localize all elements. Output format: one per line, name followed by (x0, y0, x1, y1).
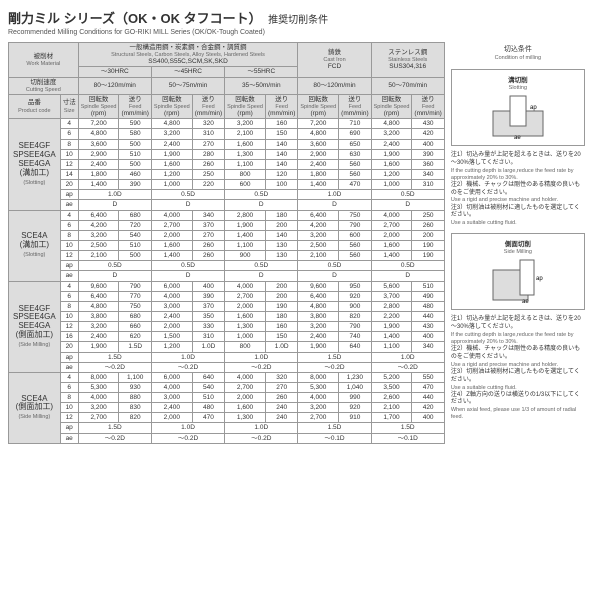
side-diagram: 側面切削Side Milling apae (451, 233, 585, 310)
cond-label: 切込条件Condition of milling (451, 42, 585, 63)
title: 剛力ミル シリーズ（OK・OK タフコート） (8, 11, 255, 26)
side-panel: 切込条件Condition of milling 溝切削Slotting apa… (451, 42, 585, 444)
svg-text:ap: ap (530, 105, 537, 111)
svg-text:ap: ap (536, 276, 543, 282)
title-suffix: 推奨切削条件 (268, 15, 328, 26)
slot-diagram: 溝切削Slotting apae (451, 69, 585, 146)
conditions-table: 被削材Work Material一般構造用鋼・炭素鋼・合金鋼・調質鋼Struct… (8, 42, 445, 444)
notes-1: 注1）切込み量が上記を超えるときは、送りを20～30%落してください。If th… (451, 152, 585, 227)
svg-text:ae: ae (522, 299, 529, 305)
svg-text:ae: ae (514, 135, 521, 141)
notes-2: 注1）切込み量が上記を超えるときは、送りを20～30%落してください。If th… (451, 316, 585, 421)
subtitle: Recommended Milling Conditions for GO-RI… (8, 29, 592, 36)
